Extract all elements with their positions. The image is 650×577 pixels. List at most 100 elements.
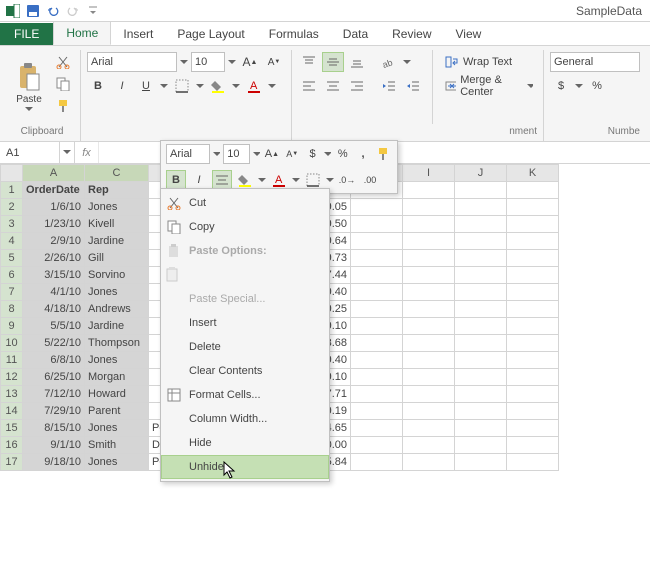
name-box-dropdown-icon[interactable] xyxy=(60,142,75,163)
col-header-a[interactable]: A xyxy=(23,165,85,182)
name-box[interactable]: A1 xyxy=(0,142,60,163)
underline-button[interactable]: U xyxy=(135,76,157,96)
save-icon[interactable] xyxy=(24,2,42,20)
font-name-combo[interactable]: Arial xyxy=(87,52,177,72)
row-header[interactable]: 5 xyxy=(1,250,23,267)
cell[interactable] xyxy=(403,284,455,301)
borders-dropdown-icon[interactable] xyxy=(195,76,205,96)
cell[interactable]: Thompson xyxy=(85,335,149,352)
wrap-text-button[interactable]: Wrap Text xyxy=(441,52,537,72)
cell[interactable]: OrderDate xyxy=(23,182,85,199)
cell[interactable] xyxy=(351,454,403,471)
excel-icon[interactable] xyxy=(4,2,22,20)
cell[interactable]: Kivell xyxy=(85,216,149,233)
row-header[interactable]: 11 xyxy=(1,352,23,369)
mini-format-painter-icon[interactable] xyxy=(375,144,392,164)
cell[interactable] xyxy=(403,318,455,335)
align-right-icon[interactable] xyxy=(346,76,368,96)
row-header[interactable]: 7 xyxy=(1,284,23,301)
font-size-dropdown-icon[interactable] xyxy=(227,52,237,72)
tab-file[interactable]: FILE xyxy=(0,23,53,45)
row-header[interactable]: 10 xyxy=(1,335,23,352)
mini-font-name[interactable]: Arial xyxy=(166,144,210,164)
format-painter-icon[interactable] xyxy=(52,96,74,116)
borders-icon[interactable] xyxy=(171,76,193,96)
menu-cut[interactable]: Cut xyxy=(161,191,329,215)
mini-comma-icon[interactable]: , xyxy=(354,144,371,164)
cell[interactable] xyxy=(455,284,507,301)
cell[interactable] xyxy=(455,454,507,471)
chevron-down-icon[interactable] xyxy=(326,178,334,183)
col-header-k[interactable]: K xyxy=(507,165,559,182)
menu-hide[interactable]: Hide xyxy=(161,431,329,455)
tab-home[interactable]: Home xyxy=(53,21,111,45)
menu-insert[interactable]: Insert xyxy=(161,311,329,335)
cell[interactable]: 4/1/10 xyxy=(23,284,85,301)
cell[interactable] xyxy=(403,369,455,386)
mini-borders-icon[interactable] xyxy=(303,170,323,190)
row-header[interactable]: 2 xyxy=(1,199,23,216)
accounting-icon[interactable]: $ xyxy=(550,76,572,96)
cell[interactable] xyxy=(455,403,507,420)
font-size-combo[interactable]: 10 xyxy=(191,52,225,72)
mini-accounting-icon[interactable]: $ xyxy=(304,144,321,164)
cell[interactable] xyxy=(507,454,559,471)
cell[interactable] xyxy=(403,216,455,233)
chevron-down-icon[interactable] xyxy=(213,152,220,157)
fill-dropdown-icon[interactable] xyxy=(231,76,241,96)
cell[interactable]: Jones xyxy=(85,420,149,437)
cell[interactable] xyxy=(455,250,507,267)
tab-insert[interactable]: Insert xyxy=(111,23,165,45)
cell[interactable] xyxy=(507,284,559,301)
cell[interactable]: Jardine xyxy=(85,318,149,335)
cell[interactable]: Jones xyxy=(85,199,149,216)
chevron-down-icon[interactable] xyxy=(292,178,300,183)
cell[interactable] xyxy=(351,437,403,454)
align-left-icon[interactable] xyxy=(298,76,320,96)
row-header[interactable]: 14 xyxy=(1,403,23,420)
cell[interactable]: 3/15/10 xyxy=(23,267,85,284)
cell[interactable] xyxy=(507,301,559,318)
row-header[interactable]: 17 xyxy=(1,454,23,471)
align-bottom-icon[interactable] xyxy=(346,52,368,72)
cell[interactable] xyxy=(403,386,455,403)
menu-column-width[interactable]: Column Width... xyxy=(161,407,329,431)
row-header[interactable]: 13 xyxy=(1,386,23,403)
col-header-j[interactable]: J xyxy=(455,165,507,182)
cell[interactable]: Jones xyxy=(85,454,149,471)
cell[interactable] xyxy=(455,199,507,216)
menu-format-cells[interactable]: Format Cells... xyxy=(161,383,329,407)
cell[interactable] xyxy=(455,437,507,454)
font-color-dropdown-icon[interactable] xyxy=(267,76,277,96)
cell[interactable]: 6/8/10 xyxy=(23,352,85,369)
cell[interactable]: Rep xyxy=(85,182,149,199)
cell[interactable] xyxy=(403,403,455,420)
cell[interactable] xyxy=(507,437,559,454)
cell[interactable] xyxy=(351,403,403,420)
cell[interactable]: Parent xyxy=(85,403,149,420)
cell[interactable]: 8/15/10 xyxy=(23,420,85,437)
cell[interactable] xyxy=(351,386,403,403)
chevron-down-icon[interactable] xyxy=(258,178,266,183)
font-name-dropdown-icon[interactable] xyxy=(179,52,189,72)
cell[interactable] xyxy=(455,318,507,335)
cell[interactable]: 2/9/10 xyxy=(23,233,85,250)
cell[interactable] xyxy=(403,352,455,369)
cell[interactable] xyxy=(351,369,403,386)
decrease-indent-icon[interactable] xyxy=(378,76,400,96)
align-top-icon[interactable] xyxy=(298,52,320,72)
percent-icon[interactable]: % xyxy=(586,76,608,96)
mini-font-size[interactable]: 10 xyxy=(223,144,250,164)
cell[interactable] xyxy=(507,335,559,352)
merge-center-button[interactable]: Merge & Center xyxy=(441,76,537,96)
mini-decrease-decimal-icon[interactable]: .00 xyxy=(360,170,380,190)
cell[interactable]: 7/12/10 xyxy=(23,386,85,403)
cell[interactable] xyxy=(403,454,455,471)
cell[interactable] xyxy=(455,369,507,386)
menu-unhide[interactable]: Unhide xyxy=(161,455,329,479)
cell[interactable] xyxy=(507,267,559,284)
tab-review[interactable]: Review xyxy=(380,23,443,45)
bold-button[interactable]: B xyxy=(87,76,109,96)
cell[interactable] xyxy=(455,420,507,437)
mini-bold-button[interactable]: B xyxy=(166,170,186,190)
